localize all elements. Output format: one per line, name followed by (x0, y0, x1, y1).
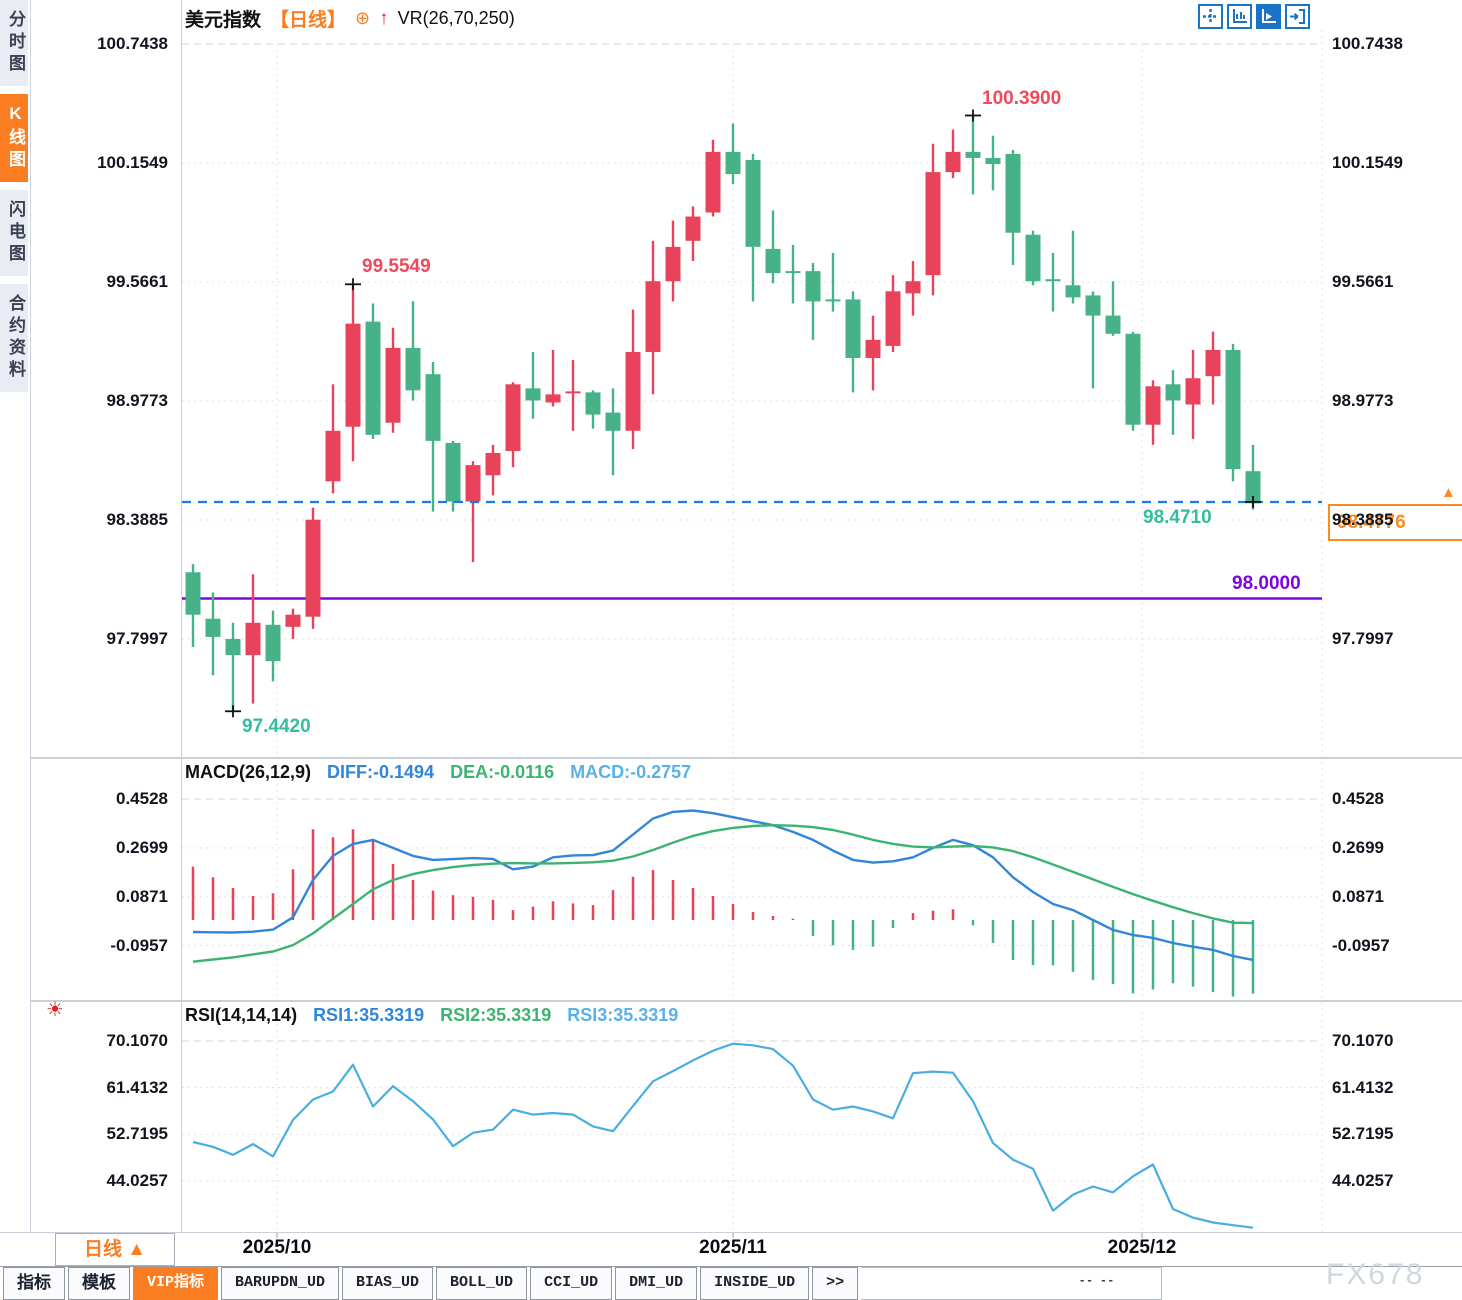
macd-diff-readout: DIFF:-0.1494 (327, 762, 435, 782)
period-selector[interactable]: 日线 ▲ (55, 1233, 175, 1266)
sidebar: 分时图 K线图闪电图合约资料 (0, 0, 31, 1232)
tab->>[interactable]: >> (812, 1267, 859, 1300)
auto-scale-icon[interactable] (1256, 4, 1281, 29)
pan-crosshair-icon[interactable] (1198, 4, 1223, 29)
y-axis-label: 98.3885 (1332, 510, 1394, 529)
macd-title[interactable]: MACD(26,12,9) (185, 762, 312, 782)
x-axis-label: 2025/11 (699, 1237, 767, 1258)
tab-BIAS_UD[interactable]: BIAS_UD (342, 1267, 434, 1300)
y-axis-label: 97.7997 (106, 629, 168, 648)
indicator-tab-bar: 指标 模板 VIP指标 BARUPDN_UD BIAS_UD BOLL_UD CCI_UD D… (0, 1267, 1462, 1300)
y-axis-label: 44.0257 (1332, 1171, 1394, 1190)
chart-header: 美元指数 【日线】 ⊕ ↑ VR(26,70,250) (185, 5, 515, 32)
tab-bar-filler (861, 1267, 1163, 1300)
y-axis-label: 98.9773 (1332, 391, 1394, 410)
tab-VIP指标[interactable]: VIP指标 (133, 1267, 219, 1300)
tab-BOLL_UD[interactable]: BOLL_UD (436, 1267, 528, 1300)
tab-BARUPDN_UD[interactable]: BARUPDN_UD (221, 1267, 340, 1300)
y-axis-label: 70.1070 (1332, 1031, 1394, 1050)
sidebar-item-K线图[interactable]: K线图 (0, 94, 28, 182)
sidebar-item-闪电图[interactable]: 闪电图 (0, 190, 28, 276)
period-selector-arrow-icon: ▲ (127, 1239, 147, 1260)
y-axis-label: 0.0871 (116, 887, 168, 906)
y-axis-label: 52.7195 (106, 1124, 168, 1143)
y-axis-label: -0.0957 (1332, 936, 1390, 955)
add-compare-icon[interactable]: ⊕ (355, 8, 371, 28)
macd-dea-readout: DEA:-0.0116 (450, 762, 555, 782)
swing-high-label: 100.3900 (982, 88, 1062, 109)
symbol-title: 美元指数 (185, 10, 262, 31)
trend-up-arrow-icon: ↑ (379, 7, 389, 29)
y-axis-label: 0.2699 (116, 838, 168, 857)
x-axis-label: 2025/12 (1107, 1237, 1177, 1258)
y-axis-label: 0.4528 (1332, 789, 1384, 808)
tab-指标[interactable]: 指标 (3, 1267, 65, 1300)
tabs-separator (0, 1266, 1462, 1267)
y-axis-label: 44.0257 (106, 1171, 168, 1190)
y-axis-label: 70.1070 (106, 1031, 168, 1050)
rsi3-readout: RSI3:35.3319 (567, 1005, 679, 1025)
price-up-marker-icon: ▲ (1441, 484, 1456, 501)
y-axis-label: 100.7438 (1332, 34, 1403, 53)
y-axis-label: 97.7997 (1332, 629, 1394, 648)
rsi-header: RSI(14,14,14) RSI1:35.3319 RSI2:35.3319 … (185, 1005, 678, 1026)
chart-toolbar (1198, 4, 1310, 29)
rsi1-readout: RSI1:35.3319 (313, 1005, 425, 1025)
y-axis-label: 99.5661 (106, 272, 168, 291)
y-axis-label: 61.4132 (106, 1078, 168, 1097)
y-axis-label: 61.4132 (1332, 1078, 1394, 1097)
y-axis-label: 99.5661 (1332, 272, 1394, 291)
period-tag[interactable]: 【日线】 (270, 10, 347, 31)
tab-模板[interactable]: 模板 (68, 1267, 130, 1300)
y-axis-label: -0.0957 (110, 936, 168, 955)
swing-high-oct-label: 99.5549 (362, 256, 431, 277)
rsi2-readout: RSI2:35.3319 (440, 1005, 552, 1025)
sidebar-item-合约资料[interactable]: 合约资料 (0, 284, 28, 392)
y-axis-label: 0.2699 (1332, 838, 1384, 857)
render-artifact: -- -- (1080, 1272, 1116, 1287)
axis-range-icon[interactable] (1227, 4, 1252, 29)
y-axis-label: 0.4528 (116, 789, 168, 808)
alert-line-label: 98.0000 (1232, 573, 1301, 594)
y-axis-label: 100.1549 (97, 153, 168, 172)
plot-left-border (181, 0, 182, 1232)
swing-low-label: 97.4420 (242, 716, 311, 737)
tab-CCI_UD[interactable]: CCI_UD (530, 1267, 613, 1300)
rsi-title[interactable]: RSI(14,14,14) (185, 1005, 298, 1025)
x-axis-label: 2025/10 (242, 1237, 312, 1258)
timeline-separator (0, 1232, 1462, 1233)
tab-DMI_UD[interactable]: DMI_UD (615, 1267, 698, 1300)
last-close-label: 98.4710 (1143, 507, 1212, 528)
y-axis-label: 98.9773 (106, 391, 168, 410)
y-axis-label: 52.7195 (1332, 1124, 1394, 1143)
fx678-watermark: FX678 (1326, 1258, 1425, 1291)
current-price-box: 98.4776 (1328, 504, 1462, 541)
macd-header: MACD(26,12,9) DIFF:-0.1494 DEA:-0.0116 M… (185, 762, 691, 783)
vr-indicator-label[interactable]: VR(26,70,250) (397, 8, 515, 28)
sidebar-item-分时图[interactable]: 分时图 (0, 0, 28, 86)
y-axis-label: 0.0871 (1332, 887, 1384, 906)
tab-INSIDE_UD[interactable]: INSIDE_UD (700, 1267, 810, 1300)
jump-to-latest-icon[interactable] (1285, 4, 1310, 29)
rsi-settings-icon[interactable]: ☀ (46, 999, 64, 1021)
y-axis-label: 100.7438 (97, 34, 168, 53)
macd-value-readout: MACD:-0.2757 (570, 762, 692, 782)
y-axis-label: 98.3885 (106, 510, 168, 529)
pane-separator-macd (30, 757, 1462, 759)
pane-separator-rsi (30, 1000, 1462, 1002)
y-axis-label: 100.1549 (1332, 153, 1403, 172)
